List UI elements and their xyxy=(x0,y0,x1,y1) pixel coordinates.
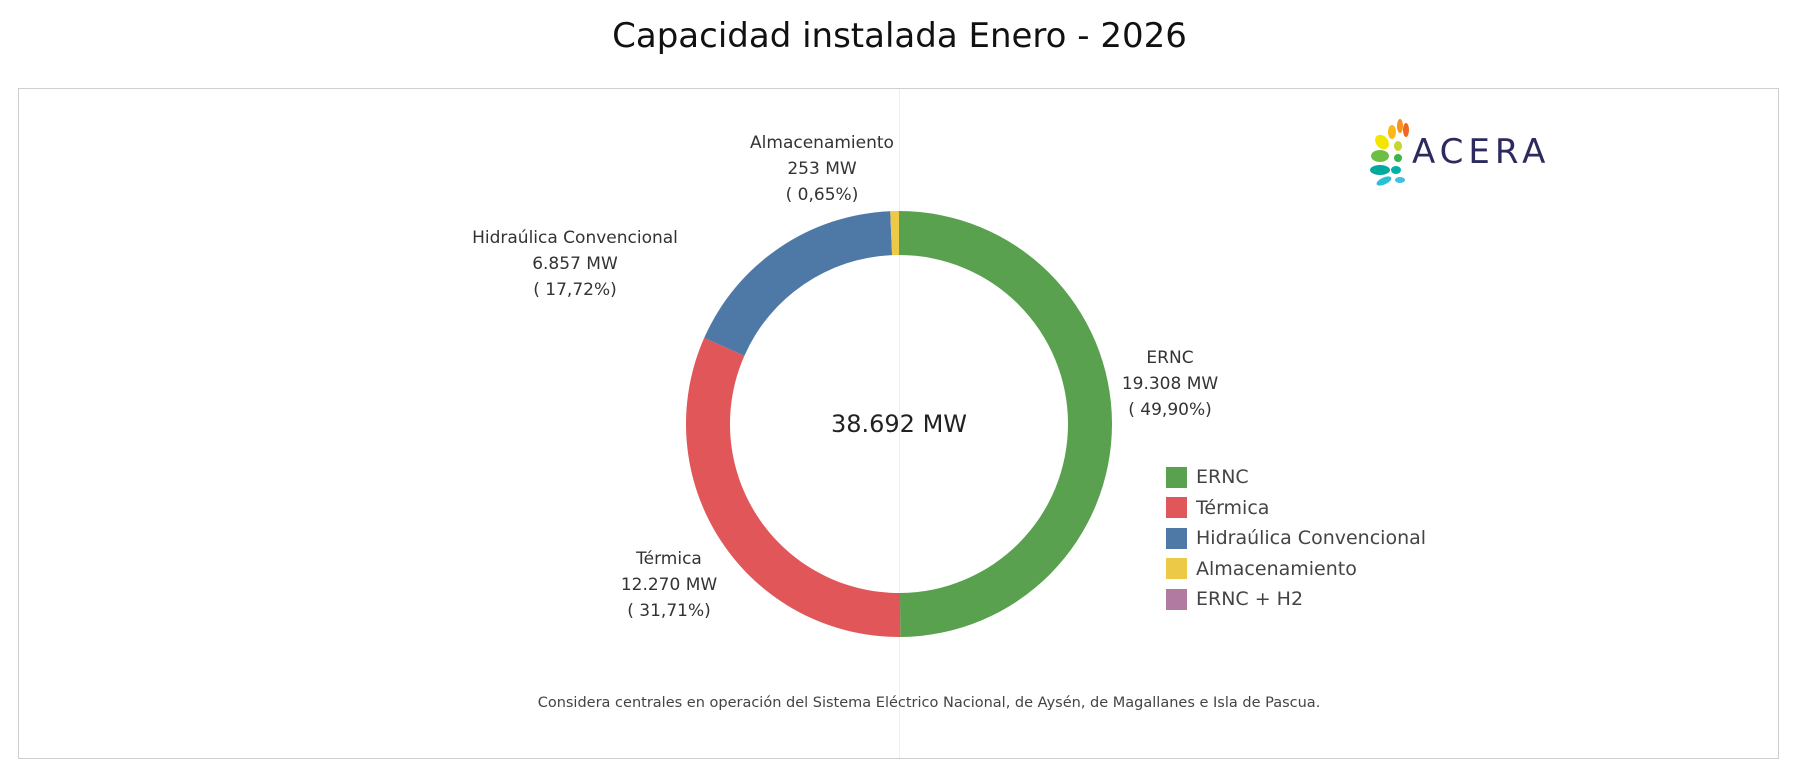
slice-ernc[interactable] xyxy=(899,211,1112,637)
legend-item-hidraulica[interactable]: Hidraúlica Convencional xyxy=(1166,523,1426,554)
legend-label: Hidraúlica Convencional xyxy=(1196,527,1427,550)
legend-item-ernc[interactable]: ERNC xyxy=(1166,462,1426,493)
label-value: 12.270 MW xyxy=(620,575,718,595)
label-name: Hidraúlica Convencional xyxy=(472,228,678,248)
label-value: 19.308 MW xyxy=(1121,374,1219,394)
legend-label: Térmica xyxy=(1196,496,1270,519)
legend-item-ernc-h2[interactable]: ERNC + H2 xyxy=(1166,584,1426,615)
slice-hidra-lica-convencional[interactable] xyxy=(704,211,893,356)
total-label: 38.692 MW xyxy=(830,410,968,438)
legend-item-almacenamiento[interactable]: Almacenamiento xyxy=(1166,554,1426,585)
legend-swatch xyxy=(1166,466,1187,488)
logo-text: ACERA xyxy=(1412,132,1551,172)
legend-label: ERNC xyxy=(1196,466,1249,489)
acera-logo: ACERA xyxy=(1368,118,1548,192)
legend: ERNC Térmica Hidraúlica Convencional Alm… xyxy=(1166,462,1426,615)
slice-t-rmica[interactable] xyxy=(686,337,901,637)
label-value: 253 MW xyxy=(787,159,857,179)
legend-swatch xyxy=(1166,497,1187,519)
legend-label: ERNC + H2 xyxy=(1196,588,1304,611)
label-hidraulica: Hidraúlica Convencional 6.857 MW ( 17,72… xyxy=(472,225,678,303)
divider-line xyxy=(899,89,900,758)
legend-label: Almacenamiento xyxy=(1196,557,1357,580)
label-percent: ( 31,71%) xyxy=(627,601,711,621)
slice-almacenamiento[interactable] xyxy=(890,211,899,256)
label-percent: ( 17,72%) xyxy=(533,280,617,300)
legend-swatch xyxy=(1166,527,1187,549)
logo-mark-icon xyxy=(1370,119,1409,186)
footnote: Considera centrales en operación del Sis… xyxy=(537,695,1321,711)
legend-swatch xyxy=(1166,558,1187,580)
chart-frame xyxy=(18,88,1779,759)
label-termica: Térmica 12.270 MW ( 31,71%) xyxy=(621,546,717,624)
label-name: Almacenamiento xyxy=(750,133,894,153)
label-percent: ( 49,90%) xyxy=(1128,400,1212,420)
chart-title: Capacidad instalada Enero - 2026 xyxy=(612,16,1187,56)
label-name: ERNC xyxy=(1146,348,1194,368)
legend-swatch xyxy=(1166,588,1187,610)
label-value: 6.857 MW xyxy=(532,254,618,274)
label-percent: ( 0,65%) xyxy=(785,185,859,205)
legend-item-termica[interactable]: Térmica xyxy=(1166,493,1426,524)
label-name: Térmica xyxy=(636,549,702,569)
label-ernc: ERNC 19.308 MW ( 49,90%) xyxy=(1122,345,1218,423)
label-almacenamiento: Almacenamiento 253 MW ( 0,65%) xyxy=(750,130,894,208)
